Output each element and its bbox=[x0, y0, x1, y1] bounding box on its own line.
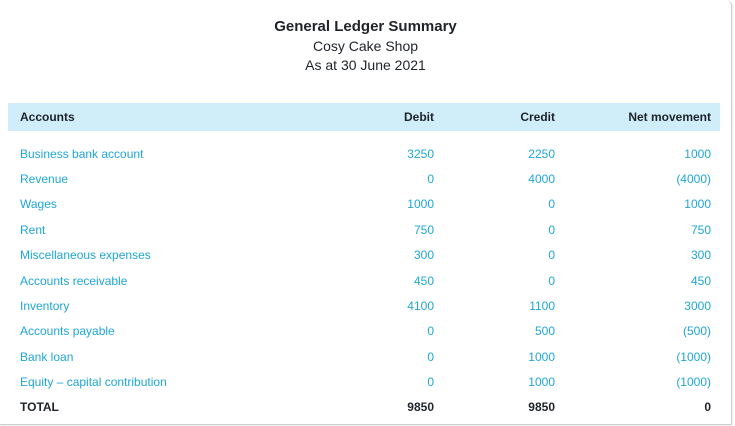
net-movement-value[interactable]: 3000 bbox=[684, 299, 711, 314]
table-row[interactable]: Miscellaneous expenses 300 0 300 bbox=[8, 243, 720, 268]
table-row[interactable]: Equity – capital contribution 0 1000 (10… bbox=[8, 370, 720, 395]
debit-value[interactable]: 450 bbox=[413, 273, 434, 288]
column-header-accounts: Accounts bbox=[20, 110, 75, 124]
debit-value[interactable]: 0 bbox=[427, 324, 434, 339]
total-row: TOTAL 9850 9850 0 bbox=[8, 395, 720, 420]
ledger-table: Accounts Debit Credit Net movement Busin… bbox=[8, 103, 720, 420]
credit-value[interactable]: 0 bbox=[548, 248, 555, 263]
account-link[interactable]: Miscellaneous expenses bbox=[20, 248, 151, 263]
net-movement-value[interactable]: (4000) bbox=[676, 172, 711, 187]
column-header-credit: Credit bbox=[520, 110, 555, 124]
credit-value[interactable]: 4000 bbox=[528, 172, 555, 187]
net-movement-value[interactable]: 450 bbox=[690, 273, 711, 288]
net-movement-value[interactable]: 1000 bbox=[684, 146, 711, 161]
debit-value[interactable]: 0 bbox=[427, 349, 434, 364]
credit-value[interactable]: 1100 bbox=[529, 299, 555, 314]
credit-value[interactable]: 1000 bbox=[528, 375, 555, 390]
credit-value[interactable]: 0 bbox=[548, 222, 555, 237]
account-link[interactable]: Business bank account bbox=[20, 146, 144, 161]
table-row[interactable]: Business bank account 3250 2250 1000 bbox=[8, 141, 720, 166]
table-row[interactable]: Inventory 4100 1100 3000 bbox=[8, 293, 720, 318]
account-link[interactable]: Accounts payable bbox=[20, 324, 115, 339]
table-row[interactable]: Bank loan 0 1000 (1000) bbox=[8, 344, 720, 369]
credit-value[interactable]: 2250 bbox=[528, 146, 555, 161]
net-movement-value[interactable]: 300 bbox=[690, 248, 711, 263]
debit-value[interactable]: 4100 bbox=[407, 299, 434, 314]
table-row[interactable]: Accounts receivable 450 0 450 bbox=[8, 268, 720, 293]
report-header: General Ledger Summary Cosy Cake Shop As… bbox=[0, 17, 731, 75]
column-header-debit: Debit bbox=[404, 110, 434, 124]
table-row[interactable]: Wages 1000 0 1000 bbox=[8, 192, 720, 217]
company-name: Cosy Cake Shop bbox=[312, 38, 419, 54]
report-title: General Ledger Summary bbox=[274, 18, 457, 35]
net-movement-value[interactable]: 750 bbox=[690, 222, 711, 237]
total-debit: 9850 bbox=[407, 400, 434, 415]
credit-value[interactable]: 0 bbox=[548, 273, 555, 288]
account-link[interactable]: Equity – capital contribution bbox=[20, 375, 167, 390]
account-link[interactable]: Wages bbox=[20, 197, 57, 212]
table-row[interactable]: Rent 750 0 750 bbox=[8, 217, 720, 242]
credit-value[interactable]: 0 bbox=[548, 197, 555, 212]
debit-value[interactable]: 1000 bbox=[407, 197, 434, 212]
total-label: TOTAL bbox=[20, 400, 59, 415]
credit-value[interactable]: 1000 bbox=[528, 349, 555, 364]
net-movement-value[interactable]: 1000 bbox=[684, 197, 711, 212]
column-header-net-movement: Net movement bbox=[628, 110, 711, 124]
debit-value[interactable]: 3250 bbox=[407, 146, 434, 161]
account-link[interactable]: Rent bbox=[20, 222, 46, 237]
report-date: As at 30 June 2021 bbox=[305, 57, 426, 73]
account-link[interactable]: Revenue bbox=[20, 172, 69, 187]
debit-value[interactable]: 750 bbox=[413, 222, 434, 237]
account-link[interactable]: Accounts receivable bbox=[20, 273, 128, 288]
total-credit: 9850 bbox=[528, 400, 555, 415]
account-link[interactable]: Bank loan bbox=[20, 349, 74, 364]
net-movement-value[interactable]: (1000) bbox=[676, 349, 711, 364]
account-link[interactable]: Inventory bbox=[20, 299, 70, 314]
net-movement-value[interactable]: (500) bbox=[682, 324, 711, 339]
debit-value[interactable]: 300 bbox=[413, 248, 434, 263]
net-movement-value[interactable]: (1000) bbox=[676, 375, 711, 390]
table-row[interactable]: Accounts payable 0 500 (500) bbox=[8, 319, 720, 344]
debit-value[interactable]: 0 bbox=[427, 375, 434, 390]
table-header: Accounts Debit Credit Net movement bbox=[8, 103, 720, 131]
credit-value[interactable]: 500 bbox=[534, 324, 555, 339]
total-net-movement: 0 bbox=[704, 400, 711, 415]
table-row[interactable]: Revenue 0 4000 (4000) bbox=[8, 166, 720, 191]
table-body: Business bank account 3250 2250 1000 Rev… bbox=[8, 131, 720, 395]
debit-value[interactable]: 0 bbox=[427, 172, 434, 187]
